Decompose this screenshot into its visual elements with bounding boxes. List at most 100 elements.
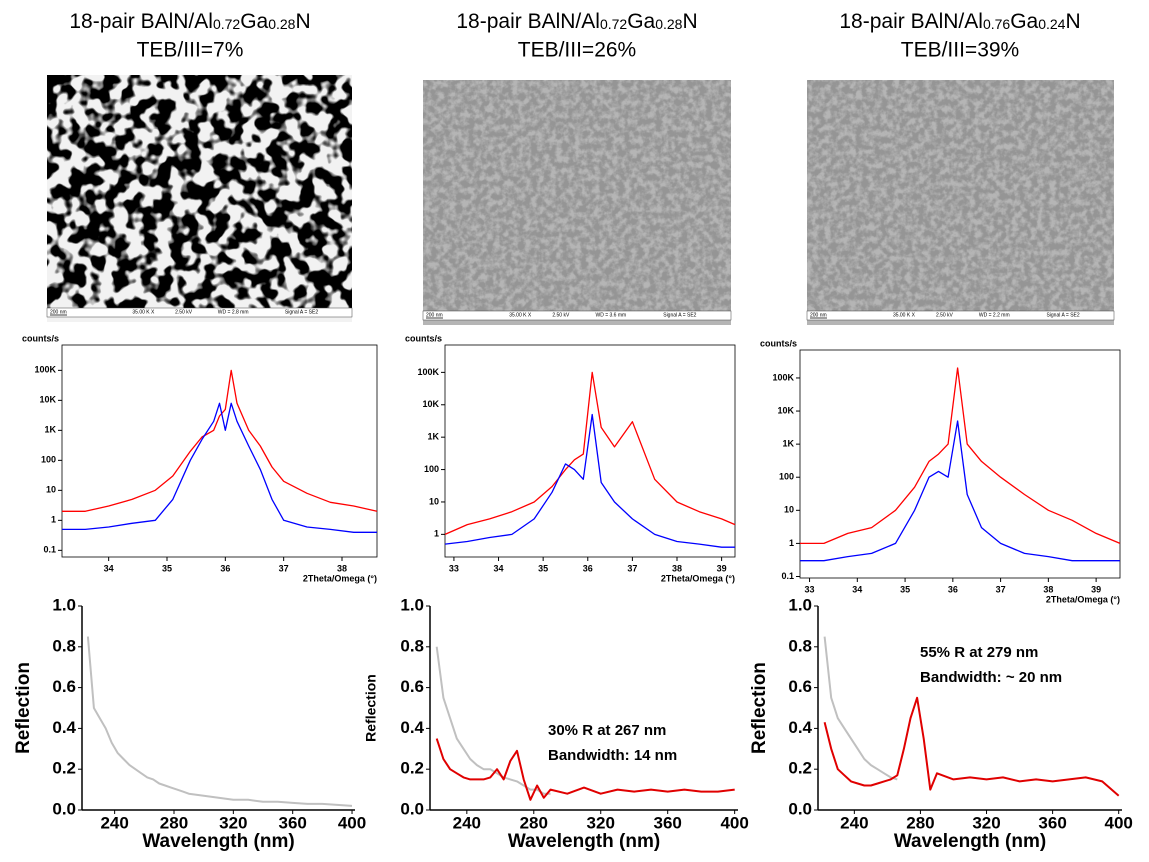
x-axis-label: Wavelength (nm) bbox=[508, 831, 660, 852]
sem-info-text: 35.00 K X bbox=[893, 312, 916, 318]
x-axis-label: 2Theta/Omega (°) bbox=[303, 573, 377, 583]
x-tick-label: 39 bbox=[1091, 584, 1101, 594]
sem-info-text: WD = 2.2 mm bbox=[979, 312, 1010, 318]
y-tick-label: 0.1 bbox=[43, 545, 56, 555]
sem-info-text: 200 nm bbox=[810, 312, 827, 318]
x-tick-label: 37 bbox=[279, 563, 289, 573]
data-line bbox=[86, 636, 353, 807]
y-tick-label: 100 bbox=[424, 464, 439, 474]
y-tick-label: 1K bbox=[782, 439, 794, 449]
x-tick-label: 39 bbox=[717, 563, 727, 573]
panel-subtitle: TEB/III=7% bbox=[137, 39, 244, 62]
y-tick-label: 0.4 bbox=[52, 718, 76, 737]
title-subscript: 0.28 bbox=[655, 16, 682, 32]
x-tick-label: 35 bbox=[162, 563, 172, 573]
annotation: 55% R at 279 nm bbox=[920, 644, 1038, 661]
x-tick-label: 34 bbox=[494, 563, 504, 573]
sem-info-text: 2.50 kV bbox=[175, 309, 193, 315]
y-tick-label: 0.6 bbox=[400, 677, 424, 696]
panel-subtitle: TEB/III=39% bbox=[901, 39, 1019, 62]
x-tick-label: 36 bbox=[220, 563, 230, 573]
x-tick-label: 360 bbox=[1038, 813, 1066, 832]
sem-image bbox=[807, 80, 1114, 313]
title-subscript: 0.76 bbox=[983, 16, 1010, 32]
x-tick-label: 360 bbox=[278, 813, 306, 832]
title-part: N bbox=[682, 10, 697, 33]
y-axis-label: counts/s bbox=[760, 338, 797, 348]
x-tick-label: 320 bbox=[972, 813, 1000, 832]
y-tick-label: 10 bbox=[429, 496, 439, 506]
sem-info-bar bbox=[46, 307, 353, 318]
x-tick-label: 38 bbox=[337, 563, 347, 573]
title-part: 18-pair BAlN/Al bbox=[839, 10, 983, 33]
x-axis-label: Wavelength (nm) bbox=[894, 831, 1046, 852]
x-tick-label: 240 bbox=[453, 813, 481, 832]
data-line bbox=[444, 413, 735, 548]
sem-image bbox=[423, 80, 731, 313]
y-tick-label: 10 bbox=[46, 485, 56, 495]
title-subscript: 0.24 bbox=[1038, 16, 1065, 32]
title-part: Ga bbox=[240, 10, 268, 33]
annotation: 30% R at 267 nm bbox=[548, 722, 666, 739]
x-tick-label: 34 bbox=[852, 584, 862, 594]
y-tick-label: 0.6 bbox=[788, 677, 812, 696]
y-axis-label: Reflection bbox=[363, 674, 379, 742]
y-tick-label: 10 bbox=[784, 505, 794, 515]
y-axis-label: Reflection bbox=[749, 662, 770, 754]
title-part: N bbox=[295, 10, 310, 33]
y-tick-label: 0.1 bbox=[781, 571, 794, 581]
x-tick-label: 34 bbox=[104, 563, 114, 573]
sem-info-text: 35.00 K X bbox=[509, 312, 532, 318]
x-tick-label: 280 bbox=[906, 813, 934, 832]
plot-frame bbox=[444, 344, 736, 558]
y-tick-label: 1 bbox=[789, 538, 794, 548]
annotation: Bandwidth: 14 nm bbox=[548, 747, 677, 764]
sem-info-text: Signal A = SE2 bbox=[1046, 312, 1079, 318]
data-line bbox=[435, 738, 735, 801]
data-line bbox=[444, 371, 736, 535]
x-tick-label: 280 bbox=[160, 813, 188, 832]
x-tick-label: 38 bbox=[672, 563, 682, 573]
x-tick-label: 280 bbox=[520, 813, 548, 832]
annotation: Bandwidth: ~ 20 nm bbox=[920, 669, 1062, 686]
sem-info-bar bbox=[806, 310, 1115, 321]
data-line bbox=[823, 636, 898, 781]
plot-frame bbox=[61, 344, 378, 558]
x-axis-label: 2Theta/Omega (°) bbox=[661, 573, 735, 583]
y-tick-label: 0.0 bbox=[400, 799, 424, 818]
y-tick-label: 0.4 bbox=[400, 718, 424, 737]
x-tick-label: 35 bbox=[900, 584, 910, 594]
x-tick-label: 36 bbox=[948, 584, 958, 594]
y-tick-label: 10K bbox=[422, 399, 439, 409]
sem-info-text: WD = 3.6 mm bbox=[595, 312, 626, 318]
data-line bbox=[435, 646, 551, 795]
y-tick-label: 0.2 bbox=[52, 759, 76, 778]
x-tick-label: 36 bbox=[583, 563, 593, 573]
x-tick-label: 360 bbox=[654, 813, 682, 832]
x-tick-label: 320 bbox=[587, 813, 615, 832]
sem-info-text: 200 nm bbox=[50, 309, 67, 315]
y-tick-label: 1.0 bbox=[400, 595, 424, 614]
sem-info-text: 2.50 kV bbox=[552, 312, 570, 318]
sem-info-bar bbox=[422, 310, 732, 321]
y-tick-label: 0.6 bbox=[52, 677, 76, 696]
title-part: 18-pair BAlN/Al bbox=[456, 10, 600, 33]
y-tick-label: 1 bbox=[434, 529, 439, 539]
y-tick-label: 0.8 bbox=[788, 636, 812, 655]
panel-title: 18-pair BAlN/Al0.72Ga0.28N bbox=[456, 10, 697, 33]
x-tick-label: 240 bbox=[100, 813, 128, 832]
title-part: 18-pair BAlN/Al bbox=[69, 10, 213, 33]
y-tick-label: 0.0 bbox=[788, 799, 812, 818]
x-tick-label: 38 bbox=[1043, 584, 1053, 594]
y-tick-label: 1K bbox=[44, 425, 56, 435]
data-line bbox=[800, 420, 1120, 562]
x-tick-label: 35 bbox=[538, 563, 548, 573]
y-tick-label: 100K bbox=[417, 367, 439, 377]
y-tick-label: 1.0 bbox=[52, 595, 76, 614]
title-part: N bbox=[1065, 10, 1080, 33]
y-tick-label: 1K bbox=[427, 432, 439, 442]
y-tick-label: 100K bbox=[34, 365, 56, 375]
y-tick-label: 0.8 bbox=[400, 636, 424, 655]
x-tick-label: 400 bbox=[720, 813, 748, 832]
sem-image bbox=[47, 75, 352, 310]
